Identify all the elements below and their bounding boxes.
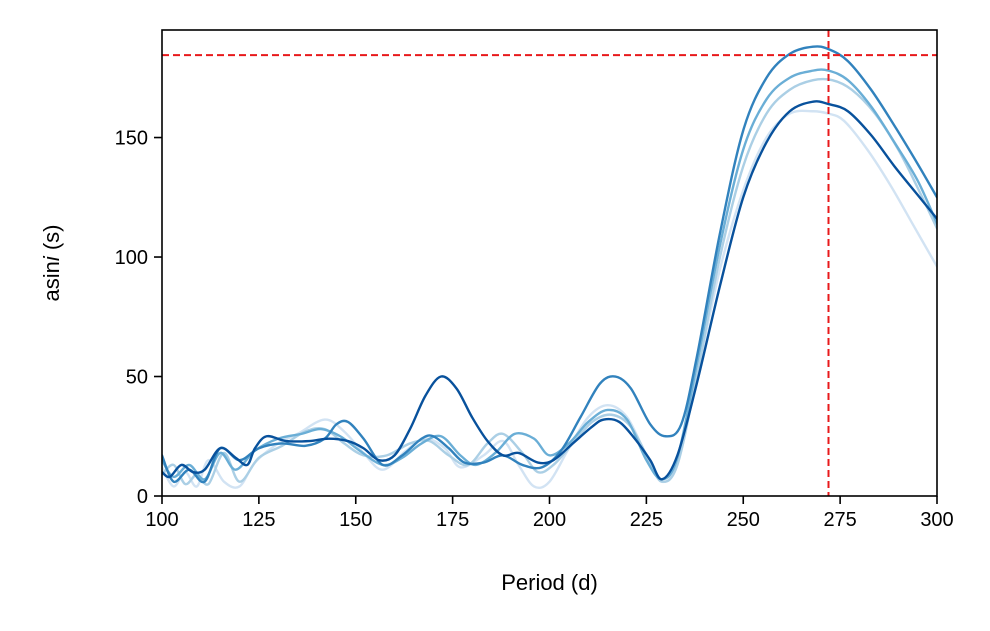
- y-axis-label-italic: i: [39, 255, 64, 261]
- reference-lines: [162, 30, 937, 496]
- y-axis-label: asini (s): [39, 224, 64, 301]
- x-axis: 100 125 150 175 200 225 250 275 300: [145, 496, 954, 531]
- y-axis-label-suffix: (s): [39, 224, 64, 256]
- y-tick-label: 0: [137, 486, 148, 508]
- x-tick-label: 275: [823, 509, 856, 531]
- y-tick-label: 50: [126, 367, 148, 389]
- x-tick-label: 125: [242, 509, 275, 531]
- series-line-3: [162, 68, 937, 481]
- series-line-4: [162, 45, 937, 484]
- x-tick-label: 200: [533, 509, 566, 531]
- x-tick-label: 300: [920, 509, 953, 531]
- x-tick-label: 150: [339, 509, 372, 531]
- series-layer: [162, 45, 937, 490]
- y-axis-label-prefix: asin: [39, 261, 64, 301]
- y-tick-label: 100: [115, 247, 148, 269]
- x-tick-label: 175: [436, 509, 469, 531]
- x-tick-label: 100: [145, 509, 178, 531]
- y-axis: 0 50 100 150: [115, 128, 162, 508]
- series-line-5: [162, 100, 937, 481]
- x-tick-label: 250: [727, 509, 760, 531]
- x-tick-label: 225: [630, 509, 663, 531]
- x-axis-label: Period (d): [501, 570, 598, 595]
- y-tick-label: 150: [115, 128, 148, 150]
- series-line-2: [162, 77, 937, 486]
